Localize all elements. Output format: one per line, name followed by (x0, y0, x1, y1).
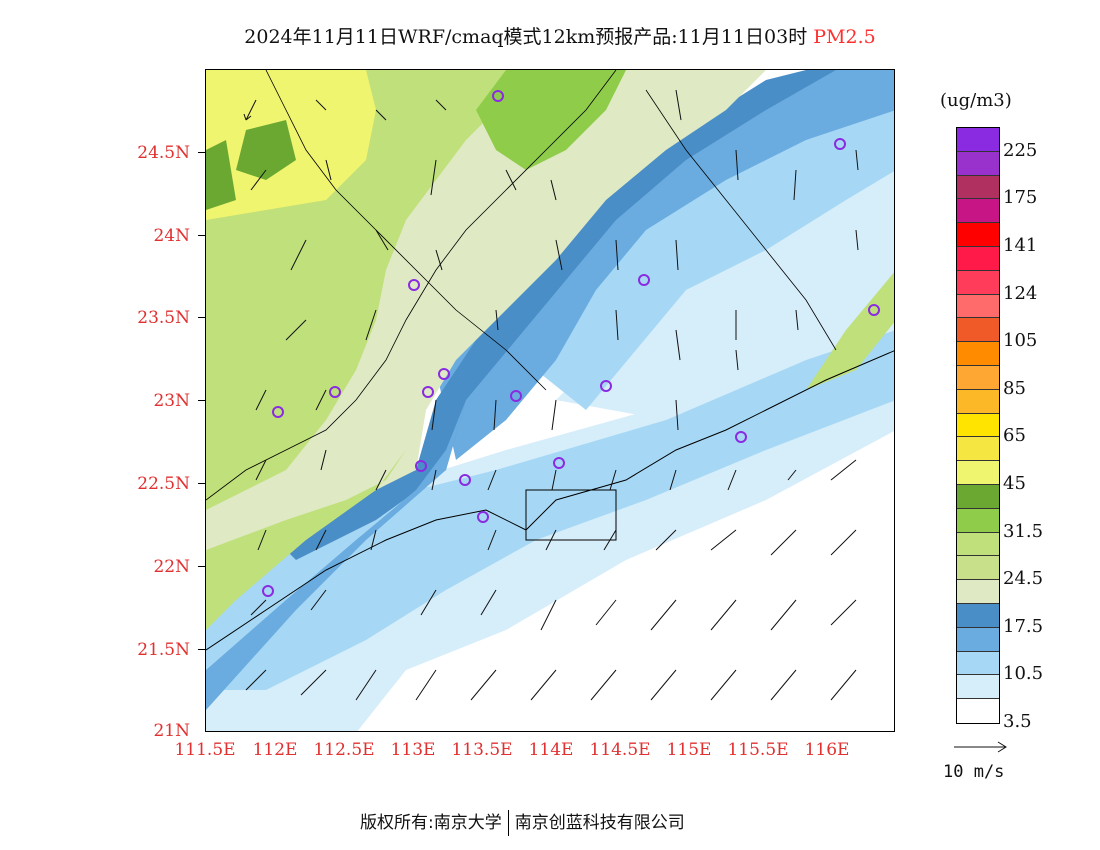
colorbar-cell (957, 342, 999, 366)
colorbar-tick-label: 31.5 (1003, 520, 1044, 542)
colorbar-cell (957, 151, 999, 176)
lat-tick (198, 235, 205, 236)
lat-tick (198, 317, 205, 318)
title-variable: PM2.5 (813, 26, 876, 48)
colorbar-tick-label: 124 (1003, 282, 1038, 304)
colorbar-tick-label: 141 (1003, 235, 1038, 256)
lat-label-22n: 22N (153, 557, 190, 577)
lat-label-24-5n: 24.5N (137, 143, 190, 163)
colorbar (956, 127, 1000, 724)
colorbar-cell (957, 699, 999, 723)
colorbar-cell (957, 603, 999, 628)
colorbar-tick-label: 45 (1003, 473, 1026, 494)
lon-label-112-5e: 112.5E (313, 740, 375, 760)
colorbar-tick-label: 175 (1003, 187, 1038, 209)
colorbar-tick-label: 24.5 (1003, 568, 1044, 590)
map-panel[interactable] (205, 69, 895, 732)
lon-label-114e: 114E (528, 740, 574, 760)
wind-reference-label: 10 m/s (943, 762, 1005, 782)
colorbar-cell (957, 627, 999, 652)
lat-label-23-5n: 23.5N (137, 308, 190, 328)
colorbar-cell (957, 318, 999, 343)
colorbar-cell (957, 508, 999, 533)
colorbar-cell (957, 484, 999, 509)
lon-label-113e: 113E (390, 740, 436, 760)
colorbar-cell (957, 128, 999, 152)
footer-left: 版权所有:南京大学 (360, 813, 502, 833)
pm25-field-map (206, 70, 894, 731)
colorbar-tick-label: 17.5 (1003, 615, 1044, 637)
colorbar-cell (957, 294, 999, 319)
copyright-footer: 版权所有:南京大学 南京创蓝科技有限公司 (360, 808, 685, 836)
colorbar-cell (957, 461, 999, 485)
colorbar-cell (957, 532, 999, 557)
colorbar-tick-label: 3.5 (1003, 711, 1032, 732)
lon-label-115-5e: 115.5E (727, 740, 789, 760)
title-main: 2024年11月11日WRF/cmaq模式12km预报产品:11月11日03时 (244, 26, 808, 48)
colorbar-cell (957, 223, 999, 247)
lat-tick (198, 566, 205, 567)
lat-label-22-5n: 22.5N (137, 474, 190, 494)
colorbar-cell (957, 556, 999, 581)
colorbar-tick-label: 65 (1003, 425, 1026, 447)
wind-reference-arrow (954, 741, 1007, 753)
lon-label-114-5e: 114.5E (589, 740, 651, 760)
colorbar-tick-label: 85 (1003, 377, 1026, 399)
lat-label-21-5n: 21.5N (137, 640, 190, 660)
colorbar-cell (957, 365, 999, 390)
colorbar-tick-label: 105 (1003, 330, 1038, 352)
lat-tick (198, 649, 205, 650)
chart-title: 2024年11月11日WRF/cmaq模式12km预报产品:11月11日03时 … (0, 22, 1100, 49)
lat-label-23n: 23N (153, 391, 190, 411)
lon-label-111-5e: 111.5E (174, 740, 236, 760)
lat-tick (198, 152, 205, 153)
colorbar-cell (957, 270, 999, 295)
lat-label-24n: 24N (153, 226, 190, 246)
lat-tick (198, 483, 205, 484)
colorbar-tick-label: 225 (1003, 139, 1038, 161)
colorbar-cell (957, 246, 999, 271)
footer-separator (507, 810, 509, 836)
colorbar-cell (957, 437, 999, 462)
lon-label-112e: 112E (252, 740, 298, 760)
colorbar-tick-label: 10.5 (1003, 663, 1044, 685)
colorbar-cell (957, 413, 999, 438)
lat-label-21n: 21N (153, 721, 190, 741)
colorbar-cell (957, 651, 999, 676)
colorbar-cell (957, 675, 999, 700)
colorbar-cell (957, 199, 999, 224)
lat-tick (198, 400, 205, 401)
colorbar-cell (957, 580, 999, 604)
lon-label-116e: 116E (804, 740, 850, 760)
colorbar-cell (957, 389, 999, 414)
colorbar-cell (957, 175, 999, 200)
lon-label-115e: 115E (666, 740, 712, 760)
footer-right: 南京创蓝科技有限公司 (514, 813, 685, 833)
legend-unit: (ug/m3) (940, 90, 1012, 111)
lon-label-113-5e: 113.5E (451, 740, 513, 760)
